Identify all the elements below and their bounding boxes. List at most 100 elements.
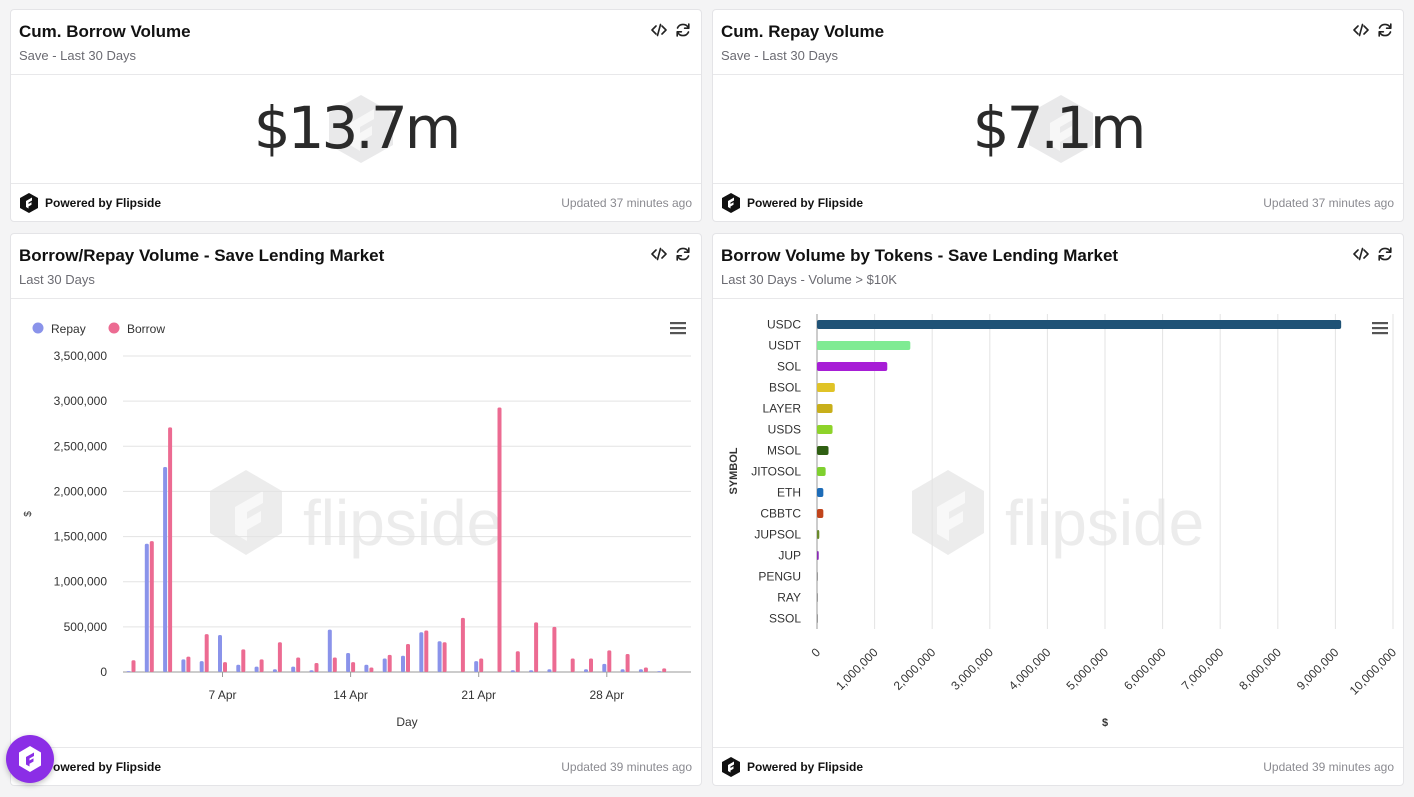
x-tick-label: 3,000,000 xyxy=(948,645,996,693)
bar-repay[interactable] xyxy=(419,632,424,672)
bar-repay[interactable] xyxy=(474,661,479,672)
y-tick-label: SOL xyxy=(777,360,801,374)
bar-repay[interactable] xyxy=(657,671,662,672)
bar-borrow[interactable] xyxy=(442,642,447,672)
bar-msol[interactable] xyxy=(817,446,829,455)
chart-menu-icon[interactable] xyxy=(670,322,686,335)
refresh-icon[interactable] xyxy=(675,246,691,262)
bar-borrow[interactable] xyxy=(332,657,337,672)
bar-repay[interactable] xyxy=(584,669,588,672)
bar-jitosol[interactable] xyxy=(817,467,826,476)
bar-repay[interactable] xyxy=(346,653,351,672)
bar-usds[interactable] xyxy=(817,425,833,434)
bar-repay[interactable] xyxy=(236,664,241,672)
bar-repay[interactable] xyxy=(199,661,204,672)
bar-repay[interactable] xyxy=(254,666,259,672)
bar-borrow[interactable] xyxy=(314,662,319,672)
token-bar-chart: flipside USDC USDT SOL BSOL LAYER USDS MSOL JIT… xyxy=(728,314,1400,729)
bar-repay[interactable] xyxy=(181,659,186,672)
powered-by[interactable]: Powered by Flipside xyxy=(19,192,161,214)
bar-borrow[interactable] xyxy=(643,667,648,672)
bar-borrow[interactable] xyxy=(131,660,136,672)
chart-menu-icon[interactable] xyxy=(1372,322,1388,335)
bar-borrow[interactable] xyxy=(204,634,209,672)
bar-borrow[interactable] xyxy=(296,657,301,672)
y-tick-label: 2,000,000 xyxy=(54,484,108,498)
bar-repay[interactable] xyxy=(382,658,387,672)
bar-borrow[interactable] xyxy=(570,658,575,672)
y-tick-label: JUPSOL xyxy=(754,528,801,542)
bar-borrow[interactable] xyxy=(552,626,557,672)
powered-by[interactable]: Powered by Flipside xyxy=(721,756,863,778)
bar-borrow[interactable] xyxy=(534,622,539,672)
bar-borrow[interactable] xyxy=(662,668,667,672)
bar-sol[interactable] xyxy=(817,362,888,371)
bar-eth[interactable] xyxy=(817,488,824,497)
legend-repay-label[interactable]: Repay xyxy=(51,322,86,336)
legend[interactable]: Repay Borrow xyxy=(32,322,166,336)
bar-borrow[interactable] xyxy=(479,658,484,672)
x-tick-label: 7,000,000 xyxy=(1179,645,1227,693)
card-subtitle: Last 30 Days xyxy=(19,272,95,287)
x-tick-label: 7 Apr xyxy=(208,688,236,702)
x-tick-label: 14 Apr xyxy=(333,688,368,702)
legend-borrow-label[interactable]: Borrow xyxy=(127,322,165,336)
bar-repay[interactable] xyxy=(638,669,643,672)
x-tick-label: 10,000,000 xyxy=(1347,645,1400,698)
bar-borrow[interactable] xyxy=(168,427,173,672)
bar-repay[interactable] xyxy=(144,543,149,672)
bar-repay[interactable] xyxy=(620,669,625,672)
bar-repay[interactable] xyxy=(547,669,552,672)
bar-borrow[interactable] xyxy=(387,654,392,672)
bar-borrow[interactable] xyxy=(607,650,612,672)
bar-repay[interactable] xyxy=(327,629,332,672)
code-icon[interactable] xyxy=(651,246,667,262)
bar-repay[interactable] xyxy=(309,670,314,672)
bar-borrow[interactable] xyxy=(497,407,502,672)
bar-borrow[interactable] xyxy=(351,662,356,672)
bar-borrow[interactable] xyxy=(149,541,154,672)
bar-repay[interactable] xyxy=(401,655,405,672)
bar-borrow[interactable] xyxy=(241,649,246,672)
refresh-icon[interactable] xyxy=(1377,246,1393,262)
bar-jup[interactable] xyxy=(817,551,819,560)
bar-borrow[interactable] xyxy=(277,642,282,672)
bar-usdt[interactable] xyxy=(817,341,911,350)
flipside-chat-button[interactable] xyxy=(6,735,54,783)
bar-pengu[interactable] xyxy=(817,572,818,581)
bar-usdc[interactable] xyxy=(817,320,1342,329)
bar-borrow[interactable] xyxy=(186,656,191,672)
bar-repay[interactable] xyxy=(364,664,369,672)
refresh-icon[interactable] xyxy=(675,22,691,38)
bar-repay[interactable] xyxy=(291,666,296,672)
bar-borrow[interactable] xyxy=(625,653,630,672)
powered-by[interactable]: Powered by Flipside xyxy=(721,192,863,214)
bar-repay[interactable] xyxy=(163,467,168,672)
bar-repay[interactable] xyxy=(218,634,222,672)
bar-ray[interactable] xyxy=(817,593,818,602)
code-icon[interactable] xyxy=(1353,246,1369,262)
bar-repay[interactable] xyxy=(437,641,442,672)
bar-borrow[interactable] xyxy=(369,667,374,672)
bar-borrow[interactable] xyxy=(515,651,520,672)
bar-borrow[interactable] xyxy=(406,644,410,672)
code-icon[interactable] xyxy=(1353,22,1369,38)
bar-repay[interactable] xyxy=(529,670,534,672)
bar-jupsol[interactable] xyxy=(817,530,820,539)
bar-repay[interactable] xyxy=(272,669,277,672)
bar-layer[interactable] xyxy=(817,404,833,413)
bar-borrow[interactable] xyxy=(424,630,429,672)
code-icon[interactable] xyxy=(651,22,667,38)
refresh-icon[interactable] xyxy=(1377,22,1393,38)
bar-cbbtc[interactable] xyxy=(817,509,824,518)
bar-ssol[interactable] xyxy=(817,614,818,623)
bar-borrow[interactable] xyxy=(589,658,593,672)
bar-borrow[interactable] xyxy=(259,659,264,672)
bar-repay[interactable] xyxy=(126,671,131,672)
bar-bsol[interactable] xyxy=(817,383,835,392)
bar-repay[interactable] xyxy=(602,663,607,672)
bar-borrow[interactable] xyxy=(460,617,465,672)
bar-repay[interactable] xyxy=(510,670,515,672)
card-subtitle: Save - Last 30 Days xyxy=(721,48,839,63)
bar-borrow[interactable] xyxy=(223,662,227,672)
